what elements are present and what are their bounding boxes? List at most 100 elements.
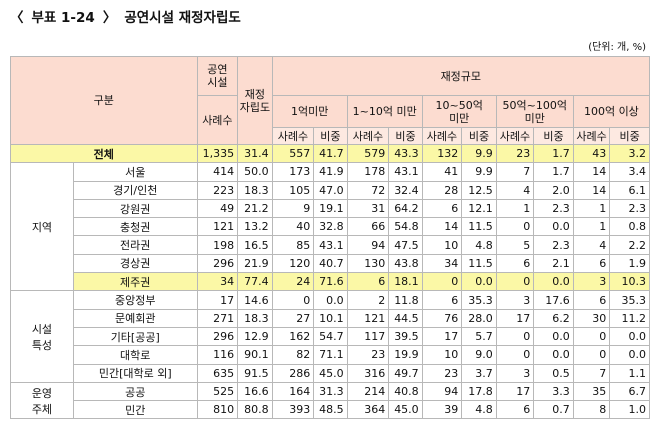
header-selfreliance: 재정 자립도	[237, 56, 273, 145]
subheader-cases: 사례수	[572, 127, 611, 145]
table-cell: 14	[572, 180, 611, 200]
table-cell: 40.8	[388, 381, 423, 402]
table-cell: 47.5	[388, 235, 423, 255]
table-cell: 35.3	[609, 290, 650, 310]
table-cell: 21.2	[237, 198, 273, 219]
title-bracket-right: 〉	[102, 10, 117, 26]
table-cell: 54.7	[313, 326, 348, 347]
table-cell: 117	[346, 326, 390, 347]
table-cell: 130	[346, 253, 390, 274]
table-cell: 28.0	[461, 308, 497, 328]
table-cell: 82	[271, 345, 315, 365]
table-cell: 16.6	[237, 381, 273, 402]
table-cell: 1	[495, 198, 535, 219]
table-cell: 17.6	[533, 290, 574, 310]
table-cell: 49.7	[388, 363, 423, 383]
table-cell: 10.3	[609, 272, 650, 292]
table-cell: 8	[572, 400, 611, 420]
table-cell: 1.7	[533, 143, 574, 164]
table-row: 대학로 116 90.1 82 71.1 23 19.9 10 9.0 0 0.0 0 0.0	[11, 345, 650, 365]
table-cell: 54.8	[388, 217, 423, 237]
table-cell: 17	[196, 290, 239, 310]
table-cell: 6.2	[533, 308, 574, 328]
subheader-share: 비중	[388, 127, 423, 145]
table-cell: 3.2	[609, 143, 650, 164]
subheader-cases: 사례수	[271, 127, 315, 145]
title-bracket-left: 〈	[10, 10, 24, 26]
table-cell: 271	[196, 308, 239, 328]
table-cell: 316	[346, 363, 390, 383]
table-row: 운영 주체 공공 525 16.6 164 31.3 214 40.8 94 17.8 17 3.3…	[10, 381, 650, 420]
table-cell: 3.4	[609, 162, 650, 182]
table-cell: 0	[271, 290, 315, 310]
table-cell: 32.8	[313, 217, 348, 237]
table-cell: 9.9	[461, 162, 497, 182]
table-cell: 71.6	[313, 272, 348, 292]
table-cell: 41	[421, 162, 463, 182]
table-cell: 4	[495, 180, 535, 200]
table-cell: 162	[271, 326, 315, 347]
header-group: 구분	[10, 56, 198, 145]
table-cell: 23	[346, 345, 390, 365]
table-cell: 72	[346, 180, 390, 200]
table-cell: 16.5	[237, 235, 273, 255]
table-cell: 525	[196, 381, 239, 402]
table-cell: 0	[572, 326, 611, 347]
header-band-4: 50억~100억 미만	[495, 95, 574, 128]
table-cell: 43.8	[388, 253, 423, 274]
subheader-cases: 사례수	[421, 127, 463, 145]
table-cell: 7	[572, 363, 611, 383]
table-cell: 1.0	[609, 400, 650, 420]
header-facilities: 공연 시설	[196, 56, 239, 96]
table-cell: 24	[271, 272, 315, 292]
table-cell: 3.7	[461, 363, 497, 383]
table-cell: 18.3	[237, 180, 273, 200]
table-cell: 39.5	[388, 326, 423, 347]
table-cell: 6.1	[609, 180, 650, 200]
table-cell: 4.8	[461, 400, 497, 420]
table-cell: 45.0	[388, 400, 423, 420]
table-cell: 0.8	[609, 217, 650, 237]
table-cell: 10	[421, 235, 463, 255]
unit-note: (단위: 개, %)	[588, 42, 646, 53]
table-cell: 6	[572, 253, 611, 274]
table-cell: 31	[346, 198, 390, 219]
table-cell: 0.0	[533, 345, 574, 365]
table-cell: 105	[271, 180, 315, 200]
table-row: 전라권 198 16.5 85 43.1 94 47.5 10 4.8 5 2.3 4 2.2	[11, 235, 650, 255]
header-cases: 사례수	[196, 95, 239, 145]
table-cell: 18.3	[237, 308, 273, 328]
table-cell: 11.5	[461, 253, 497, 274]
category-region: 지역	[10, 162, 74, 292]
table-cell: 4	[572, 235, 611, 255]
table-cell: 6.7	[609, 381, 650, 402]
table-cell: 48.5	[313, 400, 348, 420]
table-cell: 198	[196, 235, 239, 255]
table-cell: 30	[572, 308, 611, 328]
table-cell: 2	[346, 290, 390, 310]
table-cell: 164	[271, 381, 315, 402]
table-cell: 91.5	[237, 363, 273, 383]
table-cell: 0.5	[533, 363, 574, 383]
table-cell: 173	[271, 162, 315, 182]
table-cell: 31.4	[237, 143, 273, 164]
table-cell: 21.9	[237, 253, 273, 274]
table-row: 기타[공공] 296 12.9 162 54.7 117 39.5 17 5.7 0 0.0 0 0.…	[11, 326, 650, 347]
table-cell: 11.2	[609, 308, 650, 328]
row-label: 민간[대학로 외]	[72, 363, 198, 383]
table-cell: 64.2	[388, 198, 423, 219]
row-label: 대학로	[72, 345, 198, 365]
table-cell: 40	[271, 217, 315, 237]
table-cell: 0.7	[533, 400, 574, 420]
table-cell: 90.1	[237, 345, 273, 365]
category-operator: 운영 주체	[10, 381, 74, 420]
subheader-share: 비중	[533, 127, 574, 145]
table-cell: 6	[572, 290, 611, 310]
table-cell: 178	[346, 162, 390, 182]
table-cell: 43.1	[313, 235, 348, 255]
table-cell: 23	[421, 363, 463, 383]
table-cell: 45.0	[313, 363, 348, 383]
table-cell: 810	[196, 400, 239, 420]
table-row: 경기/인천 223 18.3 105 47.0 72 32.4 28 12.5 4 2.0 14 6.…	[11, 180, 650, 200]
table-row: 지역 서울 414 50.0 173 41.9 178 43.1 41 9.9 7 1.7 14 3.…	[10, 162, 650, 292]
